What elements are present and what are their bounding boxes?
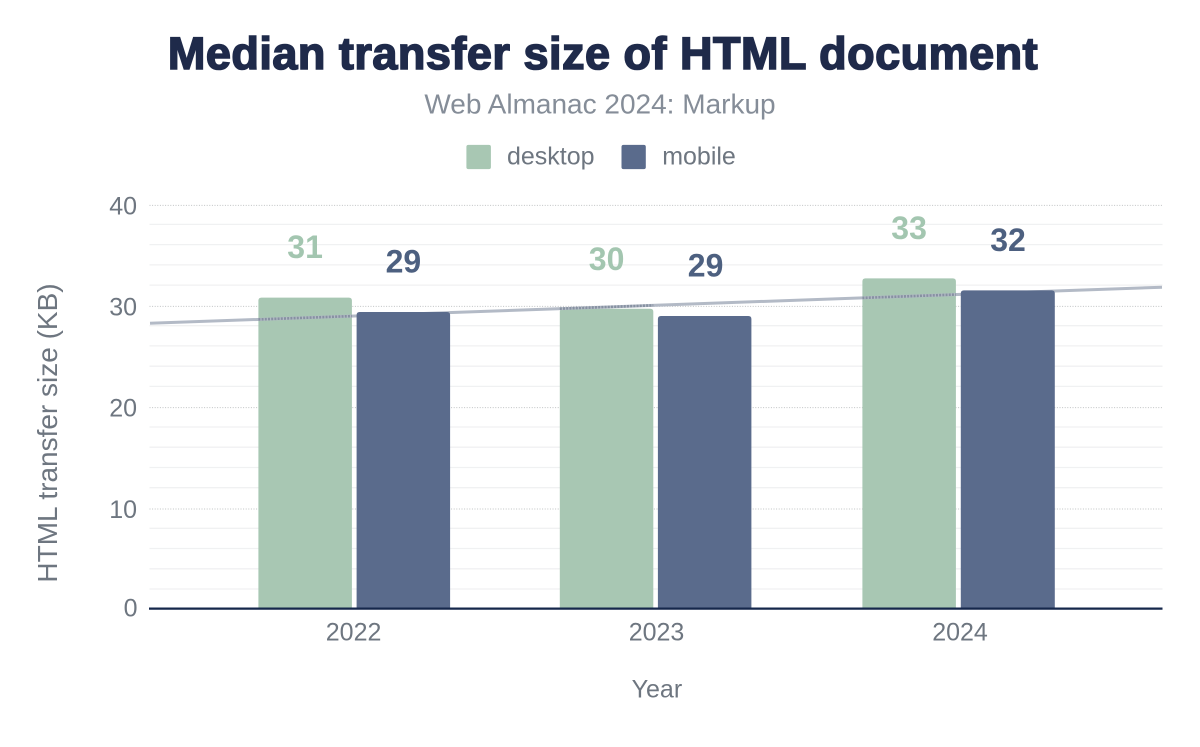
svg-text:Median transfer size of HTML d: Median transfer size of HTML document: [168, 28, 1038, 79]
svg-text:30: 30: [589, 241, 625, 277]
svg-text:29: 29: [386, 243, 422, 279]
svg-text:HTML transfer size (KB): HTML transfer size (KB): [32, 283, 63, 582]
svg-text:Web Almanac 2024: Markup: Web Almanac 2024: Markup: [424, 89, 775, 120]
svg-text:30: 30: [109, 293, 137, 321]
svg-text:2024: 2024: [932, 619, 988, 647]
svg-text:mobile: mobile: [662, 143, 736, 171]
svg-text:33: 33: [891, 210, 927, 246]
svg-text:2023: 2023: [629, 619, 685, 647]
svg-text:20: 20: [109, 395, 137, 423]
svg-text:31: 31: [287, 229, 323, 265]
svg-text:32: 32: [990, 222, 1026, 258]
svg-text:0: 0: [124, 595, 138, 623]
svg-text:2022: 2022: [326, 619, 382, 647]
svg-text:40: 40: [109, 192, 137, 220]
svg-text:desktop: desktop: [507, 143, 595, 171]
svg-text:Year: Year: [632, 676, 683, 704]
svg-text:29: 29: [688, 247, 724, 283]
svg-text:10: 10: [109, 496, 137, 524]
